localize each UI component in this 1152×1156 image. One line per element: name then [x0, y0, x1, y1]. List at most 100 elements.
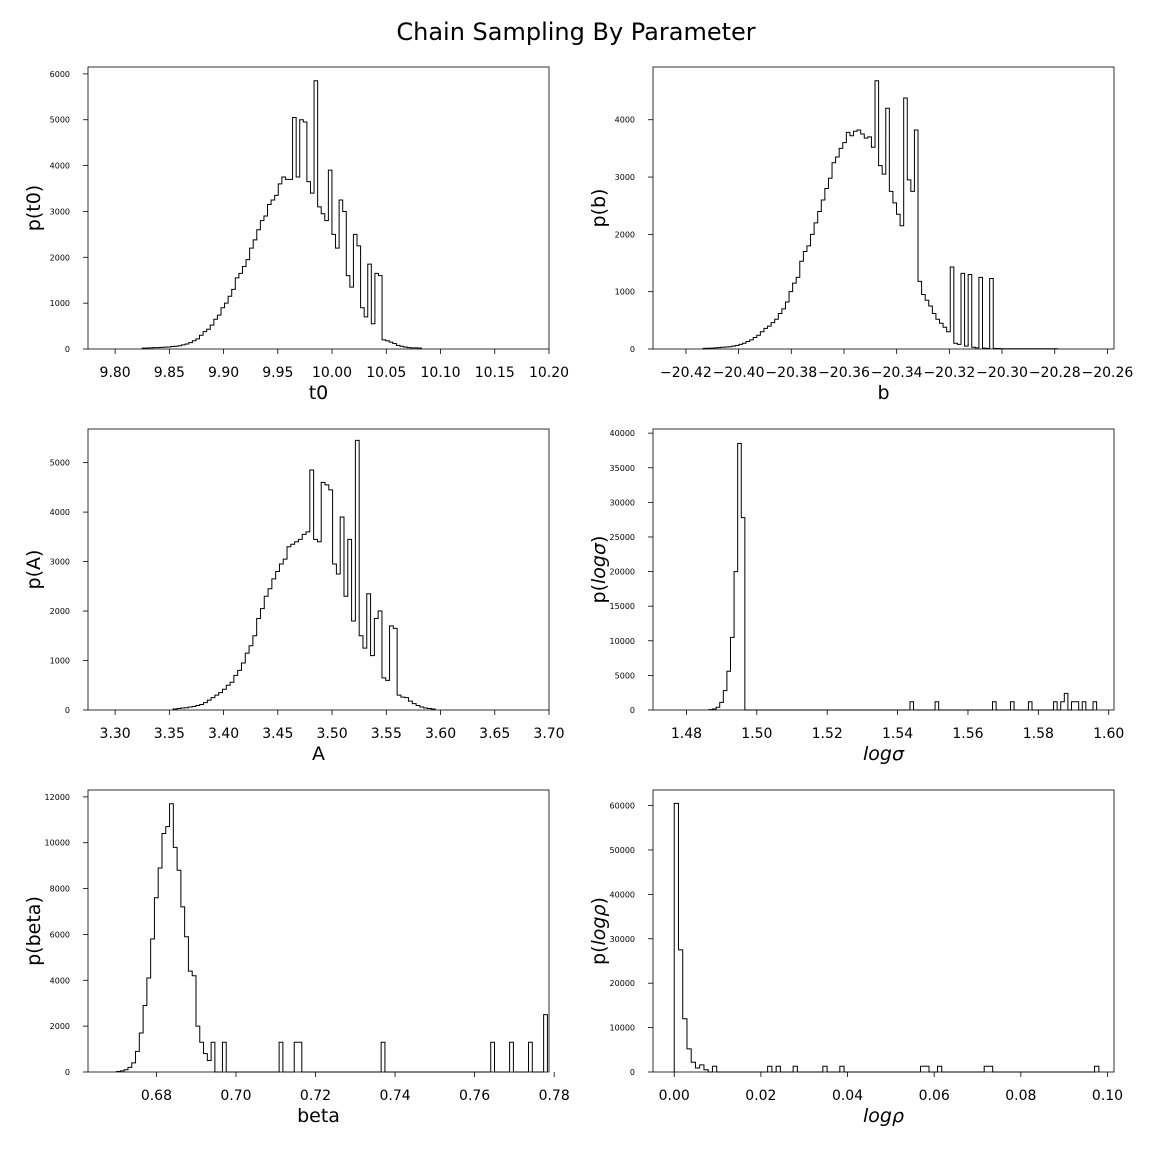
- y-tick-label: 30000: [610, 935, 635, 944]
- y-tick-label: 3000: [50, 207, 70, 216]
- x-tick-label: 0.08: [1005, 1088, 1036, 1104]
- y-tick-label: 5000: [615, 671, 635, 680]
- subplot-5: 0.68 0.70 0.72 0.74 0.76 0.78 0 2000 4000 6000 800…: [23, 789, 570, 1127]
- x-tick-label: 10.00: [312, 365, 352, 381]
- y-tick-label: 10000: [610, 1024, 635, 1033]
- x-tick-label: −20.40: [713, 365, 765, 381]
- x-tick-label: 0.78: [539, 1088, 570, 1104]
- x-tick-label: −20.42: [660, 365, 712, 381]
- axes-frame: [652, 789, 1115, 1073]
- x-tick-label: 3.60: [425, 726, 456, 742]
- x-tick-label: −20.30: [976, 365, 1028, 381]
- histogram-steps: [116, 803, 548, 1073]
- y-axis-label: p(b): [588, 189, 610, 228]
- y-tick-label: 4000: [50, 508, 70, 517]
- y-tick-label: 10000: [610, 637, 635, 646]
- y-axis-label: p(t0): [23, 185, 45, 231]
- x-tick-label: 9.85: [154, 365, 185, 381]
- x-tick-label: 10.20: [529, 365, 569, 381]
- x-tick-label: 0.04: [832, 1088, 863, 1104]
- x-tick-label: 1.54: [882, 726, 913, 742]
- x-tick-label: 0.02: [745, 1088, 776, 1104]
- axes-frame: [87, 428, 550, 711]
- x-axis-label: beta: [297, 1105, 340, 1127]
- y-tick-label: 8000: [50, 885, 70, 894]
- x-tick-label: 0.76: [459, 1088, 490, 1104]
- y-tick-label: 1000: [615, 288, 635, 297]
- y-tick-label: 2000: [50, 607, 70, 616]
- y-tick-label: 20000: [610, 568, 635, 577]
- x-tick-label: 1.52: [812, 726, 843, 742]
- x-tick-label: −20.32: [923, 365, 975, 381]
- x-axis-label: logρ: [863, 1105, 904, 1127]
- x-tick-label: 3.70: [533, 726, 564, 742]
- x-axis-label: b: [877, 382, 889, 404]
- x-axis-label: A: [312, 743, 325, 765]
- y-tick-label: 4000: [50, 162, 70, 171]
- y-tick-label: 5000: [50, 116, 70, 125]
- y-axis-label: p(A): [23, 550, 45, 590]
- y-tick-label: 15000: [610, 602, 635, 611]
- x-tick-label: 1.50: [741, 726, 772, 742]
- histogram-steps: [172, 439, 436, 710]
- subplot-2: −20.42 −20.40 −20.38 −20.36 −20.34 −20.32 −20.…: [588, 66, 1134, 404]
- x-tick-label: −20.38: [765, 365, 817, 381]
- x-tick-label: −20.34: [871, 365, 923, 381]
- x-tick-label: 3.35: [154, 726, 185, 742]
- y-tick-label: 3000: [615, 173, 635, 182]
- x-tick-label: 0.74: [379, 1088, 410, 1104]
- y-tick-label: 2000: [50, 253, 70, 262]
- y-tick-label: 35000: [610, 464, 635, 473]
- histogram-steps: [708, 443, 1098, 711]
- x-tick-label: −20.26: [1082, 365, 1134, 381]
- x-tick-label: 0.10: [1092, 1088, 1123, 1104]
- y-tick-label: 1000: [50, 299, 70, 308]
- x-tick-label: 10.05: [366, 365, 406, 381]
- x-tick-label: 0.70: [220, 1088, 251, 1104]
- x-axis-label: t0: [309, 382, 329, 404]
- y-tick-label: 40000: [610, 890, 635, 899]
- y-tick-label: 2000: [50, 1022, 70, 1031]
- histogram-steps: [141, 80, 422, 349]
- subplot-4: 1.48 1.50 1.52 1.54 1.56 1.58 1.60 0 5000 10000 15…: [588, 428, 1124, 765]
- axes-frame: [87, 66, 550, 350]
- y-tick-label: 1000: [50, 657, 70, 666]
- x-tick-label: 3.55: [371, 726, 402, 742]
- x-tick-label: 3.50: [316, 726, 347, 742]
- y-tick-label: 0: [630, 706, 635, 715]
- axes-frame: [87, 789, 550, 1073]
- y-tick-label: 0: [65, 706, 70, 715]
- x-axis-label: logσ: [863, 743, 905, 765]
- subplot-6: 0.00 0.02 0.04 0.06 0.08 0.10 0 10000 20000 30000…: [588, 789, 1123, 1127]
- x-tick-label: 0.00: [659, 1088, 690, 1104]
- x-tick-label: 0.06: [919, 1088, 950, 1104]
- y-tick-label: 3000: [50, 558, 70, 567]
- axes-frame: [652, 428, 1115, 711]
- x-tick-label: 1.56: [952, 726, 983, 742]
- y-tick-label: 6000: [50, 930, 70, 939]
- x-tick-label: −20.28: [1029, 365, 1081, 381]
- y-tick-label: 12000: [45, 793, 70, 802]
- x-tick-label: 3.40: [208, 726, 239, 742]
- y-tick-label: 0: [630, 1068, 635, 1077]
- x-tick-label: 9.95: [262, 365, 293, 381]
- x-tick-label: 0.72: [300, 1088, 331, 1104]
- y-tick-label: 5000: [50, 459, 70, 468]
- y-tick-label: 30000: [610, 498, 635, 507]
- y-tick-label: 10000: [45, 839, 70, 848]
- y-tick-label: 25000: [610, 533, 635, 542]
- y-tick-label: 0: [65, 1068, 70, 1077]
- x-tick-label: 10.15: [475, 365, 515, 381]
- y-axis-label: p(logσ): [588, 536, 610, 604]
- histogram-steps: [702, 80, 1059, 350]
- x-tick-label: 1.48: [671, 726, 702, 742]
- x-tick-label: −20.36: [818, 365, 870, 381]
- y-tick-label: 60000: [610, 802, 635, 811]
- x-tick-label: 9.80: [100, 365, 131, 381]
- x-tick-label: 9.90: [208, 365, 239, 381]
- subplot-1: 9.80 9.85 9.90 9.95 10.00 10.05 10.10 10.15 10.2…: [23, 66, 569, 404]
- y-axis-label: p(logρ): [588, 897, 610, 965]
- x-tick-label: 3.30: [100, 726, 131, 742]
